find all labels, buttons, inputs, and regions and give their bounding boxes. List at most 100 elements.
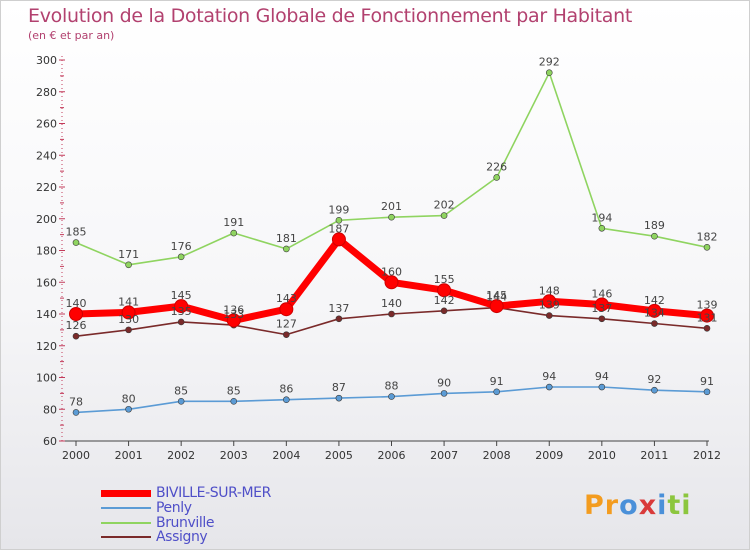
data-label: 86	[279, 383, 293, 396]
data-point	[545, 69, 553, 76]
y-tick-label: 300	[36, 54, 57, 67]
data-point	[125, 326, 132, 334]
data-label: 191	[223, 216, 244, 229]
data-point	[125, 261, 132, 269]
data-point	[72, 409, 80, 416]
series-lines	[69, 69, 714, 416]
data-label: 85	[227, 384, 241, 397]
x-tick-label: 2003	[220, 449, 248, 462]
legend-item: Brunville	[101, 516, 214, 530]
data-point	[335, 394, 343, 402]
data-point	[283, 245, 290, 253]
legend-label: Assigny	[156, 529, 208, 545]
data-label: 201	[381, 200, 402, 213]
x-tick-label: 2009	[535, 449, 563, 462]
data-point	[647, 303, 662, 318]
data-point	[440, 307, 448, 315]
data-label: 90	[437, 376, 451, 389]
legend-swatch	[101, 507, 151, 509]
y-tick-label: 100	[36, 372, 57, 385]
data-point	[440, 212, 448, 219]
data-label: 145	[486, 289, 507, 302]
data-point	[598, 383, 606, 391]
data-label: 148	[539, 284, 560, 297]
chart-subtitle: (en € et par an)	[28, 29, 115, 42]
data-label: 133	[223, 308, 244, 321]
data-point	[279, 302, 294, 317]
data-label: 139	[539, 299, 560, 312]
data-point	[125, 405, 132, 413]
data-label: 160	[381, 265, 402, 278]
data-point	[226, 313, 241, 328]
data-label: 141	[118, 295, 139, 308]
data-point	[598, 224, 606, 232]
data-label: 78	[69, 395, 83, 408]
logo-letter: P	[584, 490, 605, 521]
legend-item: Penly	[101, 501, 192, 515]
data-label: 94	[542, 370, 556, 383]
legend-swatch	[101, 536, 151, 538]
data-label: 134	[644, 307, 665, 320]
data-point	[331, 232, 346, 247]
data-point	[230, 229, 238, 237]
data-label: 199	[328, 203, 349, 216]
data-point	[493, 174, 500, 181]
data-point	[594, 297, 609, 312]
x-tick-label: 2001	[115, 449, 143, 462]
data-point	[69, 307, 83, 321]
logo-letter: x	[638, 490, 658, 521]
series-line-brunville	[75, 71, 708, 266]
legend-swatch	[101, 489, 151, 497]
data-point	[283, 331, 290, 338]
logo-letter: t	[667, 490, 682, 521]
y-tick-label: 240	[36, 149, 57, 162]
logo-letter: i	[657, 490, 668, 521]
data-point	[703, 388, 711, 396]
data-label: 155	[434, 273, 455, 286]
x-tick-label: 2005	[325, 449, 353, 462]
data-label: 194	[591, 211, 612, 224]
data-label: 142	[434, 294, 455, 307]
data-label: 130	[118, 313, 139, 326]
axes: 60 80 100 120 140 160 180 200 220 240 260 280 300 200…	[36, 54, 721, 462]
data-point	[388, 310, 395, 318]
proxiti-logo: Proxiti	[584, 491, 692, 521]
x-tick-label: 2007	[430, 449, 458, 462]
data-point	[545, 312, 553, 319]
logo-letter: i	[681, 490, 692, 521]
logo-letter: o	[619, 490, 639, 521]
data-point	[388, 213, 395, 221]
data-label: 226	[486, 160, 507, 173]
data-label: 140	[381, 297, 402, 310]
data-label: 94	[595, 370, 609, 383]
data-label: 189	[644, 219, 665, 232]
data-label: 139	[697, 299, 718, 312]
data-point	[177, 318, 185, 326]
data-label: 140	[66, 297, 87, 310]
data-point	[72, 239, 80, 246]
data-point	[651, 232, 658, 240]
data-point	[177, 398, 185, 405]
data-point	[651, 320, 658, 327]
data-point	[440, 390, 448, 397]
data-label: 87	[332, 381, 346, 394]
data-label: 144	[486, 291, 507, 304]
data-point	[335, 315, 343, 323]
legend-label: BIVILLE-SUR-MER	[156, 485, 271, 501]
data-point	[598, 315, 606, 323]
data-label: 292	[539, 56, 560, 69]
data-label: 131	[697, 311, 718, 324]
y-tick-label: 180	[36, 245, 57, 258]
logo-letter: r	[604, 490, 620, 521]
data-labels: 140 141 145 136 143 187 160 155 145 148 146 142 139 7…	[66, 56, 718, 409]
data-point	[121, 305, 136, 320]
data-point	[493, 388, 500, 396]
data-label: 91	[700, 375, 714, 388]
y-tick-label: 120	[36, 340, 57, 353]
data-label: 142	[644, 294, 665, 307]
data-label: 176	[171, 240, 192, 253]
x-tick-label: 2004	[272, 449, 300, 462]
data-label: 80	[122, 392, 136, 405]
data-point	[283, 396, 290, 404]
